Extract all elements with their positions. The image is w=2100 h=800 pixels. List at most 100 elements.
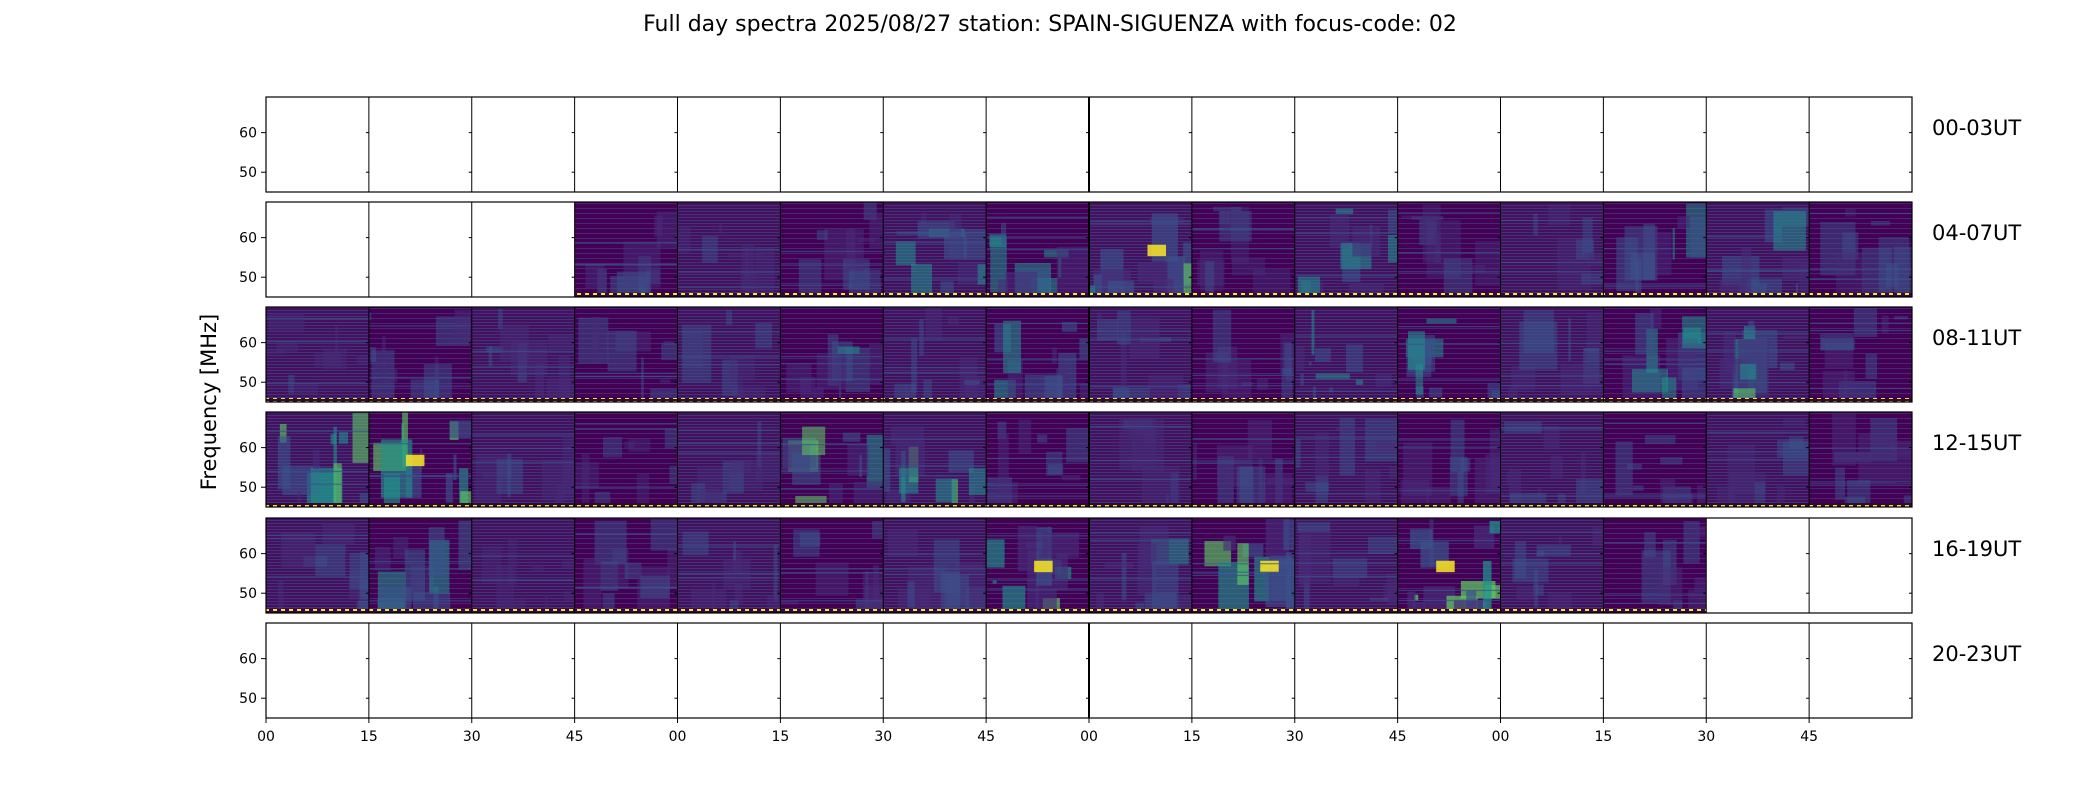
y-tick-label: 60 xyxy=(239,652,257,668)
spectrum-panel xyxy=(1500,202,1604,297)
y-tick-label: 60 xyxy=(239,336,257,352)
emission-feature xyxy=(1352,226,1381,257)
calibration-strip xyxy=(1603,503,1707,507)
interference-line xyxy=(883,438,987,440)
spectrum-panel xyxy=(1397,623,1501,718)
interference-line xyxy=(986,359,1089,361)
calibration-strip xyxy=(266,398,369,402)
calibration-strip xyxy=(1706,398,1810,402)
spectrum-panel xyxy=(1705,412,1810,507)
emission-feature xyxy=(911,263,932,297)
emission-feature xyxy=(1633,485,1644,491)
interference-line xyxy=(368,325,472,327)
spectrum-panel xyxy=(677,518,781,613)
y-tick-label: 50 xyxy=(239,375,257,391)
emission-feature xyxy=(1415,364,1424,395)
emission-feature xyxy=(887,529,918,557)
calibration-strip xyxy=(574,398,678,402)
interference-line xyxy=(1397,379,1501,381)
interference-line xyxy=(266,576,369,578)
y-tick-label: 50 xyxy=(239,691,257,707)
calibration-strip xyxy=(1294,398,1398,402)
emission-feature xyxy=(449,420,472,438)
spectra-row-16-19UT: 50 60 16-19UT xyxy=(239,517,2021,614)
emission-feature xyxy=(1096,319,1118,341)
interference-line xyxy=(574,241,678,244)
interference-line xyxy=(1500,495,1604,497)
interference-line xyxy=(574,428,678,430)
emission-feature xyxy=(1482,560,1492,613)
emission-feature xyxy=(814,387,824,402)
emission-feature xyxy=(1127,427,1158,436)
calibration-strip xyxy=(1500,609,1604,613)
emission-feature xyxy=(381,336,386,388)
emission-feature xyxy=(845,229,864,272)
emission-feature xyxy=(330,434,337,445)
interference-line xyxy=(1500,553,1604,555)
emission-feature xyxy=(963,229,987,260)
emission-feature xyxy=(1581,252,1585,258)
interference-line xyxy=(1500,531,1604,533)
emission-feature xyxy=(816,230,828,240)
spectrum-panel xyxy=(1294,412,1398,507)
emission-feature xyxy=(919,319,924,356)
interference-line xyxy=(574,423,678,425)
spectrum-panel xyxy=(1397,202,1501,297)
interference-line xyxy=(1191,460,1295,462)
spectrum-panel xyxy=(779,202,884,297)
spectrum-panel xyxy=(882,307,987,402)
calibration-strip xyxy=(1294,609,1398,613)
emission-feature xyxy=(997,421,1007,440)
emission-feature xyxy=(1729,471,1766,494)
emission-feature xyxy=(656,211,678,249)
emission-hotspot xyxy=(405,454,425,467)
emission-feature xyxy=(1471,264,1485,274)
emission-feature xyxy=(575,461,599,489)
x-tick-label: 00 xyxy=(1492,729,1510,745)
x-axis: 00 15 30 45 00 15 30 45 00 15 30 45 00 15 30 45 xyxy=(257,718,1818,745)
emission-feature xyxy=(1096,593,1104,613)
row-frame xyxy=(265,517,1913,614)
interference-line xyxy=(574,533,678,535)
interference-line xyxy=(780,250,884,253)
emission-feature xyxy=(1835,252,1865,297)
emission-feature xyxy=(1890,440,1912,458)
emission-feature xyxy=(869,213,884,249)
interference-line xyxy=(1294,456,1398,458)
emission-feature xyxy=(891,426,925,445)
emission-feature xyxy=(1697,485,1707,507)
emission-feature xyxy=(894,383,917,402)
spectrum-panel xyxy=(574,97,678,192)
spectrum-panel xyxy=(985,307,1089,402)
interference-line xyxy=(1397,326,1501,328)
emission-feature xyxy=(1426,318,1457,324)
interference-line xyxy=(986,589,1089,591)
spectrum-panel xyxy=(1088,623,1192,718)
emission-feature xyxy=(1303,575,1310,611)
interference-line xyxy=(1706,459,1810,461)
interference-line xyxy=(1191,374,1295,376)
calibration-strip xyxy=(1089,293,1192,297)
emission-feature xyxy=(532,564,544,573)
interference-line xyxy=(1500,426,1604,429)
emission-feature xyxy=(691,483,706,507)
emission-feature xyxy=(1079,338,1089,359)
interference-line xyxy=(1603,594,1707,596)
spectrum-panel xyxy=(265,307,369,402)
interference-line xyxy=(1500,375,1604,377)
emission-feature xyxy=(563,591,575,603)
emission-feature xyxy=(699,488,720,507)
emission-feature xyxy=(359,493,369,507)
emission-feature xyxy=(393,537,409,559)
emission-feature xyxy=(1719,279,1746,297)
interference-line xyxy=(471,366,575,368)
interference-line xyxy=(677,286,781,288)
emission-feature xyxy=(555,495,559,507)
emission-feature xyxy=(729,460,763,490)
interference-line xyxy=(368,568,472,570)
interference-line xyxy=(368,600,472,602)
spectra-row-20-23UT: 50 60 20-23UT xyxy=(239,622,2021,719)
emission-feature xyxy=(1311,310,1315,355)
spectrum-background xyxy=(1191,202,1295,297)
interference-line xyxy=(1603,496,1707,498)
